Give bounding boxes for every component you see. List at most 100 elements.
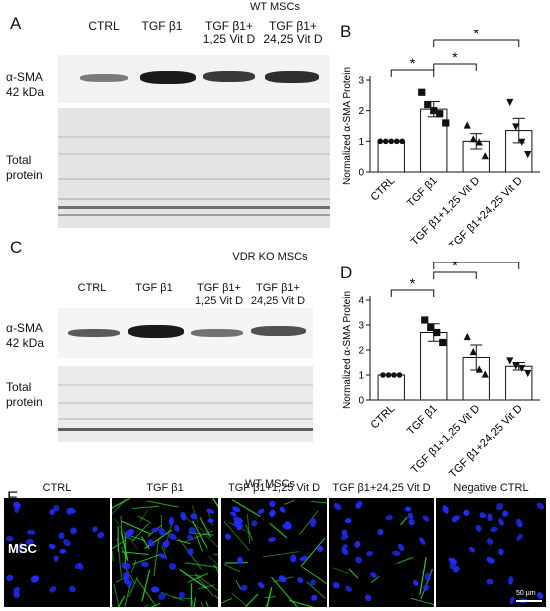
band-tgf-c bbox=[128, 325, 184, 338]
sig-bracket-2 bbox=[433, 39, 520, 47]
bar-0 bbox=[377, 140, 405, 173]
point-2-2 bbox=[475, 138, 483, 146]
y-tick-label-1: 1 bbox=[358, 371, 364, 382]
x-tick-label-3: TGF β1+24,25 Vit D bbox=[447, 403, 525, 477]
y-tick-label-3: 3 bbox=[358, 321, 364, 332]
band-ctrl bbox=[80, 74, 128, 82]
point-3-2 bbox=[518, 364, 526, 373]
micrograph-0 bbox=[4, 498, 110, 607]
y-tick-label-3: 3 bbox=[358, 76, 364, 87]
panel-a-alpha-sma-blot bbox=[58, 55, 330, 103]
x-tick-label-1: TGF β1 bbox=[405, 403, 440, 438]
panel-a-title: WT MSCs bbox=[250, 1, 300, 13]
point-0-4 bbox=[399, 138, 406, 145]
y-tick-label-0: 0 bbox=[358, 396, 364, 407]
point-1-0 bbox=[418, 88, 426, 96]
y-tick-label-2: 2 bbox=[358, 106, 364, 117]
bar-1 bbox=[420, 108, 448, 173]
x-tick-label-1: TGF β1 bbox=[405, 175, 440, 210]
y-tick-label-1: 1 bbox=[358, 137, 364, 148]
point-2-0 bbox=[463, 121, 471, 129]
band-2425-c bbox=[251, 326, 306, 336]
band-ctrl-c bbox=[68, 329, 120, 337]
x-tick-label-0: CTRL bbox=[369, 175, 398, 204]
micrograph-header-2: TGF β1+1,25 Vit D bbox=[227, 482, 321, 494]
point-0-0 bbox=[380, 372, 386, 378]
sig-star-1: * bbox=[452, 49, 458, 65]
micrograph-3 bbox=[329, 498, 434, 607]
bar-0 bbox=[377, 374, 405, 401]
band-2425 bbox=[265, 71, 319, 83]
point-3-1 bbox=[512, 123, 520, 131]
panel-e-row-label: MSC bbox=[8, 541, 37, 556]
point-0-1 bbox=[382, 138, 389, 145]
band-125-c bbox=[191, 329, 243, 337]
sig-star-2: * bbox=[474, 30, 480, 41]
panel-c-alpha-sma-blot bbox=[58, 308, 313, 358]
point-3-1 bbox=[512, 362, 520, 370]
point-2-1 bbox=[469, 135, 477, 143]
panel-letter-a: A bbox=[10, 14, 22, 33]
panel-c-title: VDR KO MSCs bbox=[232, 251, 308, 263]
point-1-3 bbox=[439, 338, 447, 347]
point-3-0 bbox=[506, 357, 514, 365]
point-3-3 bbox=[524, 369, 532, 378]
sig-bracket-2 bbox=[433, 262, 520, 269]
point-0-1 bbox=[385, 372, 392, 378]
micrograph-header-4: Negative CTRL bbox=[453, 482, 529, 494]
sig-bracket-1 bbox=[433, 63, 477, 71]
panel-letter-e: E bbox=[7, 488, 18, 508]
lane-header-1: TGF β1 bbox=[141, 19, 183, 33]
y-tick-label-2: 2 bbox=[358, 346, 364, 357]
point-1-2 bbox=[430, 107, 438, 115]
micrograph-header-1: TGF β1 bbox=[146, 482, 184, 494]
panel-a-total-label: Total protein bbox=[6, 153, 43, 182]
point-1-1 bbox=[427, 323, 435, 332]
micrograph-header-3: TGF β1+24,25 Vit D bbox=[332, 482, 431, 494]
point-0-2 bbox=[391, 372, 397, 378]
point-1-1 bbox=[424, 100, 432, 109]
micrograph-1 bbox=[112, 498, 218, 607]
panel-letter-b: B bbox=[340, 22, 352, 41]
point-0-3 bbox=[393, 138, 400, 145]
point-2-1 bbox=[469, 347, 477, 356]
lane-header-3: TGF β1+ 24,25 Vit D bbox=[263, 19, 323, 46]
band-125 bbox=[203, 71, 255, 82]
point-3-0 bbox=[506, 98, 514, 107]
point-2-3 bbox=[481, 370, 489, 378]
panel-a-total-protein-gel bbox=[58, 108, 330, 228]
scale-bar-label: 50 µm bbox=[516, 590, 536, 597]
scale-bar bbox=[516, 600, 542, 602]
point-1-4 bbox=[442, 119, 450, 127]
point-2-3 bbox=[481, 152, 489, 160]
point-3-2 bbox=[518, 138, 526, 146]
micrograph-2 bbox=[221, 498, 327, 607]
micrograph-header-0: CTRL bbox=[42, 482, 72, 494]
point-1-2 bbox=[433, 328, 441, 337]
panel-a-band-label: α-SMA 42 kDa bbox=[6, 70, 45, 99]
point-0-0 bbox=[377, 138, 384, 145]
sig-bracket-0 bbox=[390, 289, 435, 297]
lane-header-3: TGF β1+ 24,25 Vit D bbox=[250, 282, 306, 307]
y-axis-label: Normalized α-SMA Protein bbox=[342, 67, 353, 185]
x-tick-label-0: CTRL bbox=[369, 403, 398, 432]
y-tick-label-0: 0 bbox=[358, 168, 364, 179]
panel-e-title: WT MSCs bbox=[245, 478, 295, 490]
point-1-3 bbox=[436, 110, 444, 118]
point-2-0 bbox=[463, 332, 471, 341]
panel-c-band-label: α-SMA 42 kDa bbox=[6, 321, 45, 350]
lane-header-0: CTRL bbox=[77, 282, 107, 294]
point-0-3 bbox=[396, 372, 403, 378]
chart-b: 0 1 2 3 Normalized α-SMA Protein CTRL TGF β1TG… bbox=[342, 30, 540, 245]
sig-bracket-1 bbox=[433, 271, 477, 279]
point-1-0 bbox=[421, 316, 429, 324]
sig-bracket-0 bbox=[390, 69, 435, 77]
point-2-2 bbox=[475, 365, 483, 373]
y-axis-label: Normalized α-SMA Protein bbox=[342, 291, 353, 409]
point-0-2 bbox=[388, 138, 395, 145]
panel-c-total-label: Total protein bbox=[6, 380, 43, 409]
lane-header-0: CTRL bbox=[88, 19, 120, 33]
point-3-3 bbox=[524, 151, 532, 159]
x-tick-label-3: TGF β1+24,25 Vit D bbox=[447, 175, 525, 245]
sig-star-0: * bbox=[410, 55, 416, 71]
